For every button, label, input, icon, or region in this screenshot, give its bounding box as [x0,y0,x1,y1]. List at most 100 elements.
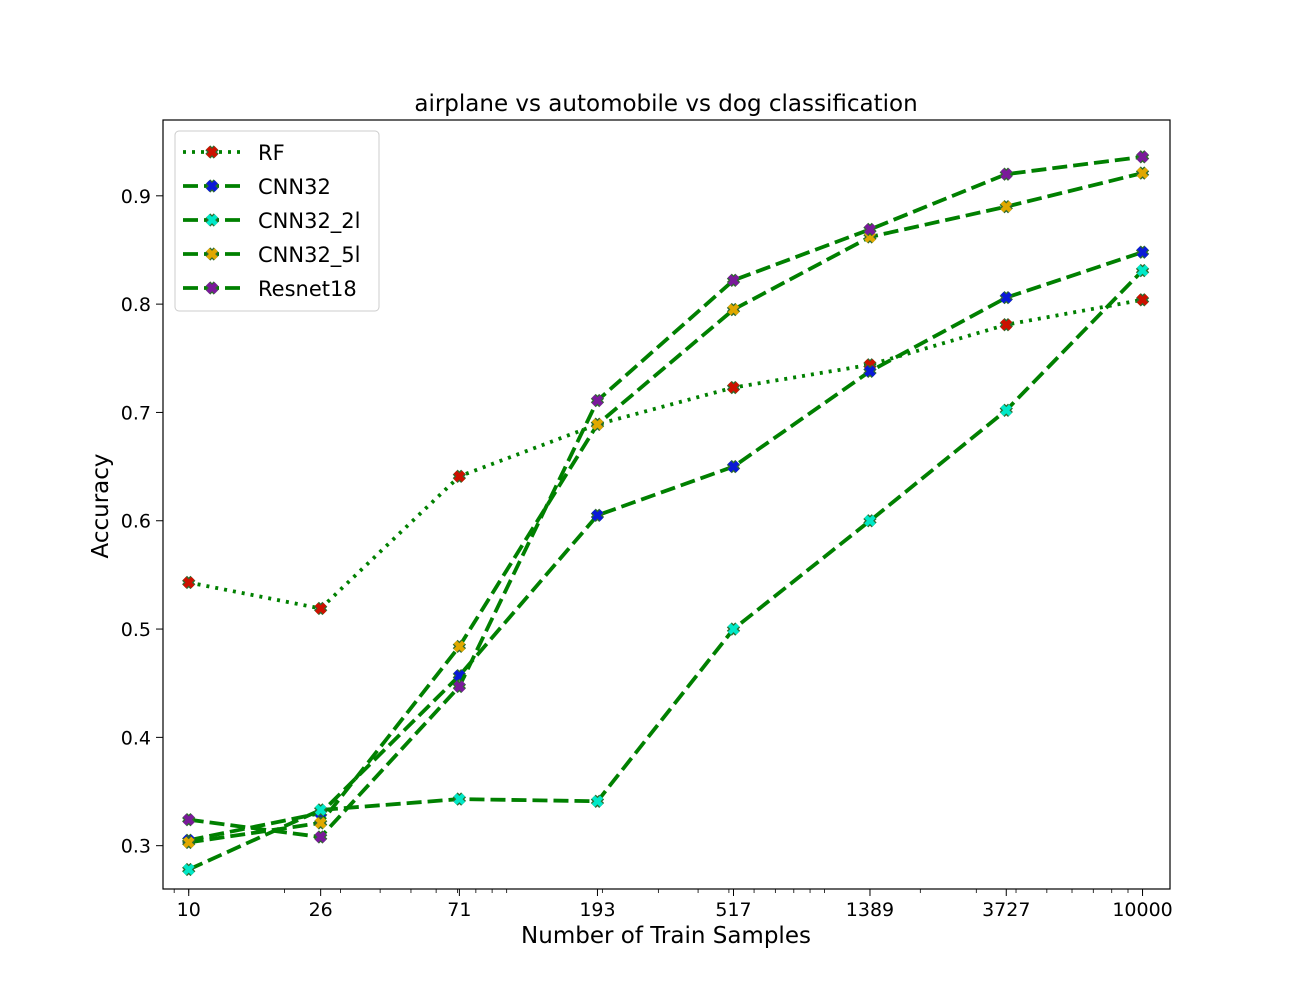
legend-label: CNN32 [258,175,331,199]
data-point-rf [182,575,196,590]
marker-fill [314,804,327,816]
x-tick-label: 3727 [982,899,1030,921]
series-cnn32-2l [182,263,1150,877]
data-point-cnn32 [999,290,1013,305]
data-point-resnet18 [726,273,741,287]
marker-fill [1000,318,1013,331]
legend: RF CNN32 CNN32_2l CNN32_5l Resnet18 [174,130,380,312]
y-tick-label: 0.5 [121,619,151,641]
series-cnn32 [182,245,1150,847]
legend-item-rf: RF [183,141,285,165]
legend-marker [205,213,219,227]
y-tick-label: 0.3 [121,836,151,858]
y-tick-label: 0.6 [121,511,151,533]
data-point-cnn32-2l [452,792,467,806]
legend-label: RF [258,141,285,165]
marker-fill [1136,246,1149,258]
chart-title: airplane vs automobile vs dog classifica… [414,91,917,117]
marker-fill [864,514,876,527]
marker-fill [182,836,195,849]
data-point-cnn32-2l [590,794,605,808]
marker-fill [1136,264,1149,277]
marker-fill [206,248,218,260]
marker-fill [453,793,466,805]
legend-label: CNN32_2l [258,209,361,234]
data-point-resnet18 [1135,150,1150,164]
x-tick-label: 193 [579,899,615,921]
data-point-resnet18 [313,830,328,844]
y-axis-label: Accuracy [88,453,114,558]
y-tick-label: 0.9 [121,186,151,208]
marker-fill [453,470,466,483]
x-tick-label: 26 [309,899,333,921]
legend-marker [205,281,219,295]
marker-fill [727,623,740,635]
marker-fill [182,813,195,826]
data-point-cnn32-5l [726,302,741,317]
data-point-resnet18 [590,393,605,408]
marker-fill [182,863,195,876]
legend-box [174,130,380,312]
data-point-cnn32-5l [590,417,605,432]
marker-fill [864,365,876,378]
marker-fill [1000,200,1013,213]
data-point-cnn32-5l [313,816,328,830]
legend-marker [205,145,219,159]
marker-fill [453,680,466,693]
series-line-cnn32 [188,250,1144,843]
marker-fill [206,180,218,192]
x-tick-label: 517 [715,899,751,921]
plot-frame [162,119,1171,890]
data-point-cnn32 [1135,245,1150,259]
x-tick-label: 71 [447,899,471,921]
marker-fill [727,303,740,316]
marker-fill [727,381,740,394]
legend-label: Resnet18 [258,277,357,301]
marker-fill [314,817,327,829]
series-resnet18 [182,150,1150,844]
marker-fill [591,795,604,808]
data-point-cnn32-2l [726,622,741,636]
legend-marker [205,247,219,261]
data-point-resnet18 [863,222,877,237]
legend-item-cnn32: CNN32 [183,175,331,199]
data-point-rf [726,380,741,395]
marker-fill [206,214,218,226]
marker-fill [206,146,218,158]
marker-fill [864,223,876,236]
marker-fill [182,576,195,589]
series-line-cnn32-2l [187,269,1144,872]
legend-marker [205,179,219,193]
data-point-cnn32-2l [182,862,196,877]
data-point-rf [313,601,328,616]
y-tick-label: 0.7 [121,402,151,424]
data-point-cnn32-5l [1135,166,1150,180]
marker-fill [206,282,218,294]
data-point-cnn32-5l [182,835,196,850]
data-point-cnn32-2l [313,803,328,817]
marker-fill [591,509,604,522]
plot-area: 10 26 71 193 517 1389 3727 10000 0.3 0.4 0.5 0.6 0.7… [121,119,1173,921]
series-line-cnn32-5l [188,171,1143,845]
marker-fill [1000,168,1013,180]
data-point-resnet18 [452,679,467,694]
x-axis-label: Number of Train Samples [521,923,811,949]
marker-fill [1136,294,1149,306]
y-tick-label: 0.8 [121,294,151,316]
data-point-cnn32-2l [1135,263,1150,278]
series-cnn32-5l [182,166,1150,850]
x-tick-label: 10000 [1112,899,1172,921]
marker-fill [727,460,740,473]
marker-fill [591,394,604,407]
legend-item-cnn32-5l: CNN32_5l [183,243,361,268]
y-tick-label: 0.4 [121,727,151,749]
data-point-cnn32-2l [999,403,1013,417]
x-tick-label: 10 [177,899,201,921]
marker-fill [591,418,604,431]
data-point-cnn32 [863,364,877,378]
marker-fill [1136,151,1149,163]
marker-fill [314,602,327,615]
x-tick-label: 1389 [846,899,894,921]
marker-fill [453,640,466,653]
